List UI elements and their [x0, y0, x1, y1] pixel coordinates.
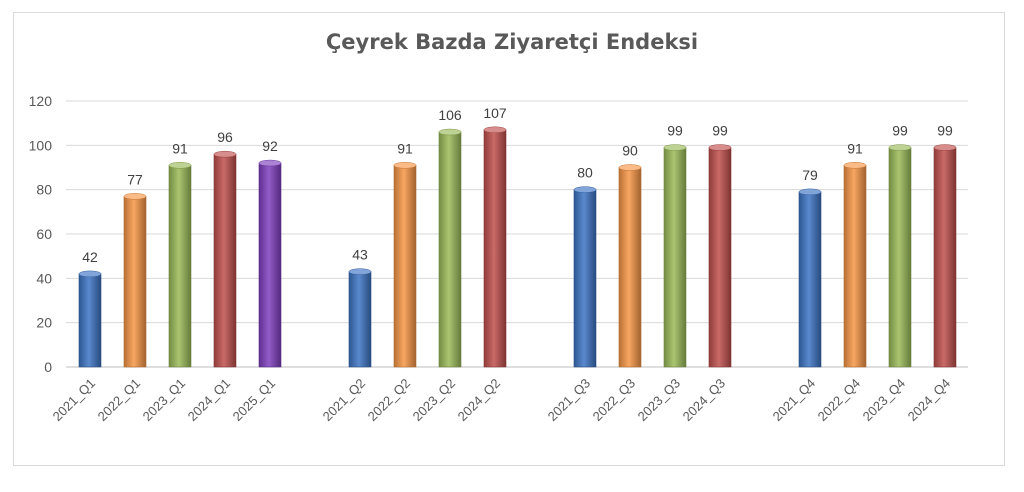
x-tick-label-2022_Q2: 2022_Q2 [365, 376, 413, 424]
bar-2025_Q1 [258, 162, 282, 368]
bar-2021_Q3 [573, 189, 597, 368]
data-label-2024_Q1: 96 [217, 129, 233, 145]
bar-cap-2023_Q4 [888, 144, 912, 151]
data-label-2022_Q3: 90 [622, 143, 638, 159]
bar-2023_Q2 [438, 131, 462, 368]
gridlines [66, 100, 968, 368]
data-label-2023_Q1: 91 [172, 140, 188, 156]
y-tick-label: 0 [44, 359, 52, 375]
data-label-2021_Q1: 42 [82, 249, 98, 265]
data-label-2022_Q2: 91 [397, 140, 413, 156]
x-tick-label-2023_Q3: 2023_Q3 [635, 376, 683, 424]
data-label-2024_Q2: 107 [483, 105, 507, 121]
data-label-2024_Q4: 99 [937, 123, 953, 139]
bar-cap-2023_Q1 [168, 162, 192, 169]
bar-cap-2021_Q2 [348, 268, 372, 275]
data-label-2023_Q2: 106 [438, 107, 462, 123]
bar-cap-2025_Q1 [258, 159, 282, 167]
bar-2023_Q3 [663, 147, 687, 368]
y-axis-ticks: 0 20 40 60 80 100 120 [29, 93, 53, 375]
data-label-2021_Q2: 43 [352, 247, 368, 263]
data-label-2022_Q4: 91 [847, 140, 863, 156]
bar-cap-2024_Q2 [483, 126, 507, 134]
bar-cap-2022_Q3 [618, 164, 642, 171]
data-label-2025_Q1: 92 [262, 138, 278, 154]
x-tick-label-2024_Q3: 2024_Q3 [680, 376, 728, 424]
bar-cap-2023_Q3 [663, 144, 687, 151]
data-label-2022_Q1: 77 [127, 171, 143, 187]
bar-2024_Q4 [933, 147, 957, 368]
bar-2022_Q1 [123, 196, 147, 368]
bar-2021_Q1 [78, 273, 102, 368]
bar-cap-2022_Q2 [393, 162, 417, 169]
y-tick-label: 80 [36, 182, 52, 198]
bar-2023_Q1 [168, 164, 192, 368]
bar-cap-2024_Q4 [933, 144, 957, 151]
x-tick-label-2021_Q4: 2021_Q4 [770, 376, 818, 424]
bar-2024_Q3 [708, 147, 732, 368]
data-label-2021_Q3: 80 [577, 165, 593, 181]
data-labels: 42 77 91 96 92 43 91 106 107 80 90 99 99 79 91 99 99 [82, 105, 953, 265]
bar-2022_Q2 [393, 164, 417, 368]
chart-title: Çeyrek Bazda Ziyaretçi Endeksi [325, 30, 699, 54]
bar-cap-2021_Q1 [78, 270, 102, 278]
bar-2022_Q3 [618, 167, 642, 368]
bar-cap-2023_Q2 [438, 128, 462, 136]
x-tick-label-2024_Q2: 2024_Q2 [455, 376, 503, 424]
data-label-2023_Q4: 99 [892, 123, 908, 139]
x-tick-label-2021_Q3: 2021_Q3 [545, 376, 593, 424]
x-tick-label-2023_Q4: 2023_Q4 [860, 376, 908, 424]
x-tick-label-2023_Q1: 2023_Q1 [140, 376, 188, 424]
bar-2021_Q4 [798, 191, 822, 368]
y-tick-label: 40 [36, 270, 52, 286]
y-tick-label: 120 [29, 93, 53, 109]
bar-cap-2024_Q3 [708, 144, 732, 151]
x-tick-label-2022_Q4: 2022_Q4 [815, 376, 863, 424]
y-tick-label: 60 [36, 226, 52, 242]
bar-2021_Q2 [348, 271, 372, 368]
bar-2023_Q4 [888, 147, 912, 368]
x-tick-label-2022_Q1: 2022_Q1 [95, 376, 143, 424]
bar-2024_Q1 [213, 153, 237, 368]
x-tick-label-2025_Q1: 2025_Q1 [230, 376, 278, 424]
bars [78, 126, 957, 368]
x-tick-label-2021_Q1: 2021_Q1 [50, 376, 98, 424]
bar-cap-2022_Q1 [123, 193, 147, 200]
bar-cap-2021_Q3 [573, 186, 597, 193]
x-tick-label-2024_Q4: 2024_Q4 [905, 376, 953, 424]
x-tick-label-2022_Q3: 2022_Q3 [590, 376, 638, 424]
data-label-2023_Q3: 99 [667, 123, 683, 139]
data-label-2024_Q3: 99 [712, 123, 728, 139]
y-tick-label: 20 [36, 315, 52, 331]
bar-cap-2022_Q4 [843, 162, 867, 169]
bar-2024_Q2 [483, 129, 507, 368]
bar-cap-2024_Q1 [213, 150, 237, 158]
data-label-2021_Q4: 79 [802, 167, 818, 183]
x-tick-label-2023_Q2: 2023_Q2 [410, 376, 458, 424]
bar-cap-2021_Q4 [798, 188, 822, 196]
bar-2022_Q4 [843, 164, 867, 368]
x-tick-label-2024_Q1: 2024_Q1 [185, 376, 233, 424]
y-tick-label: 100 [29, 137, 53, 153]
x-tick-label-2021_Q2: 2021_Q2 [320, 376, 368, 424]
